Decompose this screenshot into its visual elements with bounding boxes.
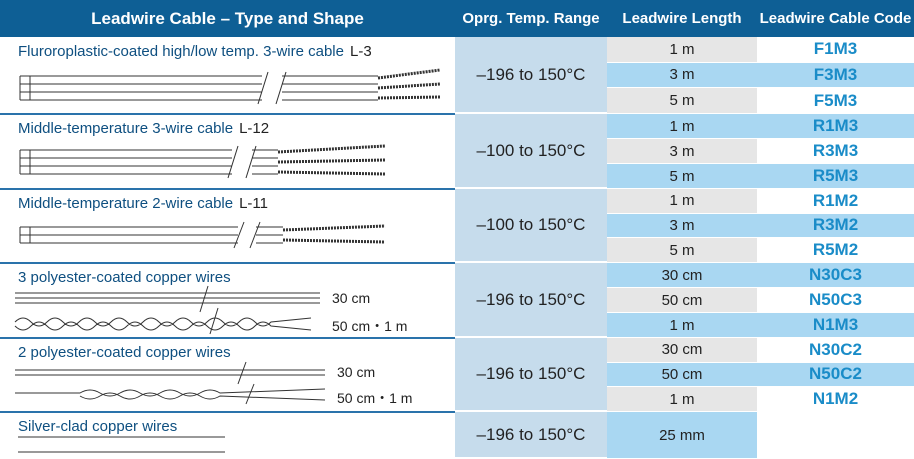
group-separator <box>0 188 455 190</box>
cable-code: N30C3 <box>757 263 914 288</box>
cable-code: N1M3 <box>757 313 914 338</box>
length: 30 cm <box>607 338 757 363</box>
cable-code: R5M2 <box>757 238 914 263</box>
cable-name: Middle-temperature 3-wire cable L-12 <box>18 120 270 137</box>
wire-silver <box>18 436 225 453</box>
length: 1 m <box>607 387 757 412</box>
header-cell: Leadwire Cable Code <box>757 0 914 37</box>
cable-l12 <box>19 144 386 179</box>
temp-range: –196 to 150°C <box>455 37 607 114</box>
length: 3 m <box>607 139 757 164</box>
cable-name: Fluroroplastic-coated high/low temp. 3-w… <box>18 43 372 60</box>
header-cell: Leadwire Length <box>607 0 757 37</box>
length: 25 mm <box>607 412 757 459</box>
cable-code: F3M3 <box>757 62 914 89</box>
cable-name: Silver-clad copper wires <box>18 418 178 435</box>
group-separator <box>0 262 455 264</box>
model: L-3 <box>349 43 372 60</box>
length: 50 cm <box>607 362 757 388</box>
cable-code: F1M3 <box>757 37 914 63</box>
wires-3 <box>14 285 320 335</box>
length: 50 cm <box>607 288 757 313</box>
temp-range: –196 to 150°C <box>455 412 607 459</box>
length: 5 m <box>607 88 757 114</box>
length: 1 m <box>607 37 757 63</box>
length: 30 cm <box>607 263 757 288</box>
temp-range: –100 to 150°C <box>455 189 607 263</box>
cable-drawings <box>14 68 441 453</box>
cable-code: R3M2 <box>757 213 914 239</box>
header-cell: Oprg. Temp. Range <box>455 0 607 37</box>
temp-range: –196 to 150°C <box>455 338 607 412</box>
cable-code: N50C3 <box>757 288 914 313</box>
wires-2 <box>15 361 326 405</box>
cable-code: R1M3 <box>757 114 914 139</box>
model: L-11 <box>239 195 269 212</box>
cable-name: Middle-temperature 2-wire cable L-11 <box>18 195 269 212</box>
cable-code: F5M3 <box>757 88 914 114</box>
cable-code: N1M2 <box>757 387 914 412</box>
length-label: 50 cm・1 m <box>332 318 408 334</box>
length: 1 m <box>607 313 757 338</box>
cable-name: 2 polyester-coated copper wires <box>18 344 231 361</box>
temp-range: –100 to 150°C <box>455 114 607 189</box>
length: 3 m <box>607 62 757 89</box>
temp-range: –196 to 150°C <box>455 263 607 338</box>
length: 1 m <box>607 114 757 139</box>
model: L-12 <box>239 120 270 137</box>
cable-name: 3 polyester-coated copper wires <box>18 269 231 286</box>
length: 1 m <box>607 189 757 214</box>
group-separator <box>0 411 455 413</box>
cable-code: R3M3 <box>757 139 914 164</box>
cable-l11 <box>19 221 386 249</box>
length: 3 m <box>607 213 757 239</box>
length: 5 m <box>607 238 757 263</box>
header-cell: Leadwire Cable – Type and Shape <box>0 0 455 37</box>
length-label: 30 cm <box>332 290 371 306</box>
length-label: 30 cm <box>337 364 376 380</box>
cable-l3 <box>19 68 441 105</box>
group-separator <box>0 113 455 115</box>
length: 5 m <box>607 164 757 189</box>
group-separator <box>0 337 455 339</box>
cable-code: N50C2 <box>757 362 914 388</box>
cable-code: N30C2 <box>757 338 914 363</box>
cable-code: R1M2 <box>757 189 914 214</box>
cable-code: R5M3 <box>757 164 914 189</box>
length-label: 50 cm・1 m <box>337 390 413 406</box>
